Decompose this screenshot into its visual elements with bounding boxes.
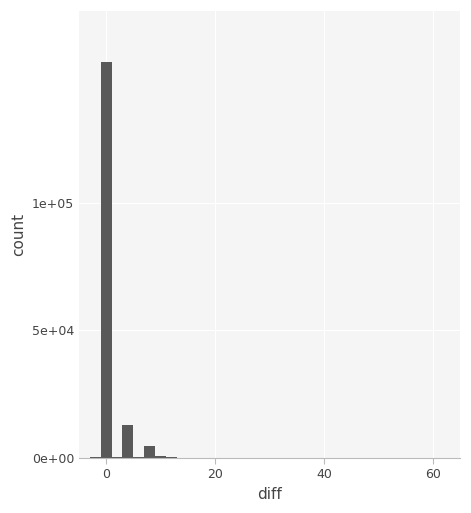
X-axis label: diff: diff — [257, 487, 282, 502]
Bar — [112, 457, 122, 458]
Bar — [166, 457, 177, 458]
Bar — [155, 457, 166, 458]
Y-axis label: count: count — [11, 213, 26, 256]
Bar — [90, 457, 101, 458]
Bar — [122, 425, 133, 458]
Bar — [101, 62, 112, 458]
Bar — [133, 457, 144, 458]
Bar — [144, 446, 155, 458]
